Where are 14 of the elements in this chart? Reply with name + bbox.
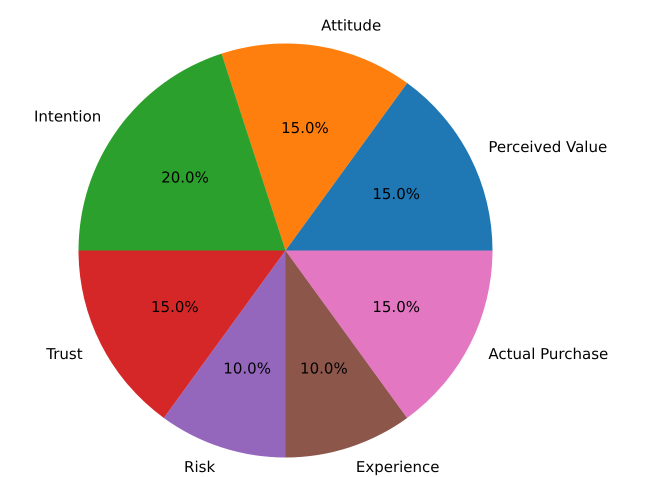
data-label: 10.0%: [300, 360, 348, 378]
slice-label: Attitude: [321, 16, 382, 35]
data-label: 15.0%: [281, 118, 329, 137]
data-label: 20.0%: [161, 168, 209, 186]
data-label: 10.0%: [223, 360, 271, 378]
data-label: 15.0%: [151, 298, 199, 316]
slice-label: Risk: [184, 458, 216, 476]
data-label: 15.0%: [372, 185, 420, 204]
slice-label: Perceived Value: [488, 138, 608, 156]
data-label: 15.0%: [372, 298, 420, 316]
slice-label: Actual Purchase: [488, 344, 608, 363]
slice-label: Trust: [45, 344, 83, 363]
slice-label: Experience: [356, 458, 440, 476]
slice-label: Intention: [34, 108, 102, 126]
